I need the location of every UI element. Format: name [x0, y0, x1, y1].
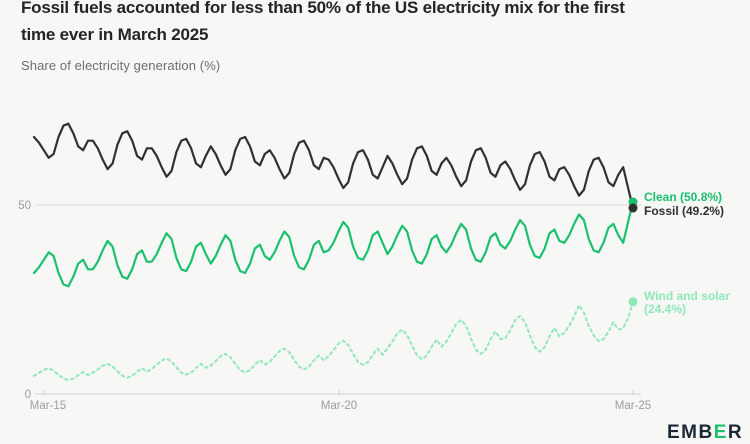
wind-solar-line: [33, 300, 634, 381]
y-tick-label-50: 50: [18, 200, 31, 212]
wind-solar-end-label-line-1: Wind and solar: [644, 289, 730, 303]
x-tick-label-mar-25: Mar-25: [615, 400, 651, 412]
ember-logo-text-dark-1: EMB: [667, 422, 714, 443]
chart-title-line-2: time ever in March 2025: [21, 25, 209, 44]
chart-header: Fossil fuels accounted for less than 50%…: [21, 0, 736, 73]
ember-logo-text-dark-2: R: [727, 422, 744, 443]
chart-canvas: 50 0 Mar-15 Mar-20 Mar-25: [18, 122, 651, 412]
fossil-line: [32, 122, 635, 210]
wind-solar-end-dot: [628, 297, 638, 307]
chart-subtitle: Share of electricity generation (%): [21, 58, 221, 73]
ember-logo: EMBER: [667, 422, 743, 444]
fossil-end-label: Fossil (49.2%): [644, 204, 725, 218]
chart-page: { "header": { "title_line1": "Fossil fue…: [18, 0, 742, 443]
wind-solar-end-label-line-2: (24.4%): [644, 302, 687, 316]
x-tick-label-mar-15: Mar-15: [30, 400, 66, 412]
x-tick-label-mar-20: Mar-20: [321, 400, 357, 412]
y-tick-label-0: 0: [25, 389, 31, 401]
chart-title-line-1: Fossil fuels accounted for less than 50%…: [21, 0, 625, 17]
ember-logo-text-green: E: [713, 422, 728, 443]
fossil-end-dot: [628, 203, 638, 213]
clean-line: [32, 200, 635, 288]
clean-end-label: Clean (50.8%): [644, 190, 723, 204]
wind-solar-end-label: Wind and solar (24.4%): [644, 290, 730, 316]
